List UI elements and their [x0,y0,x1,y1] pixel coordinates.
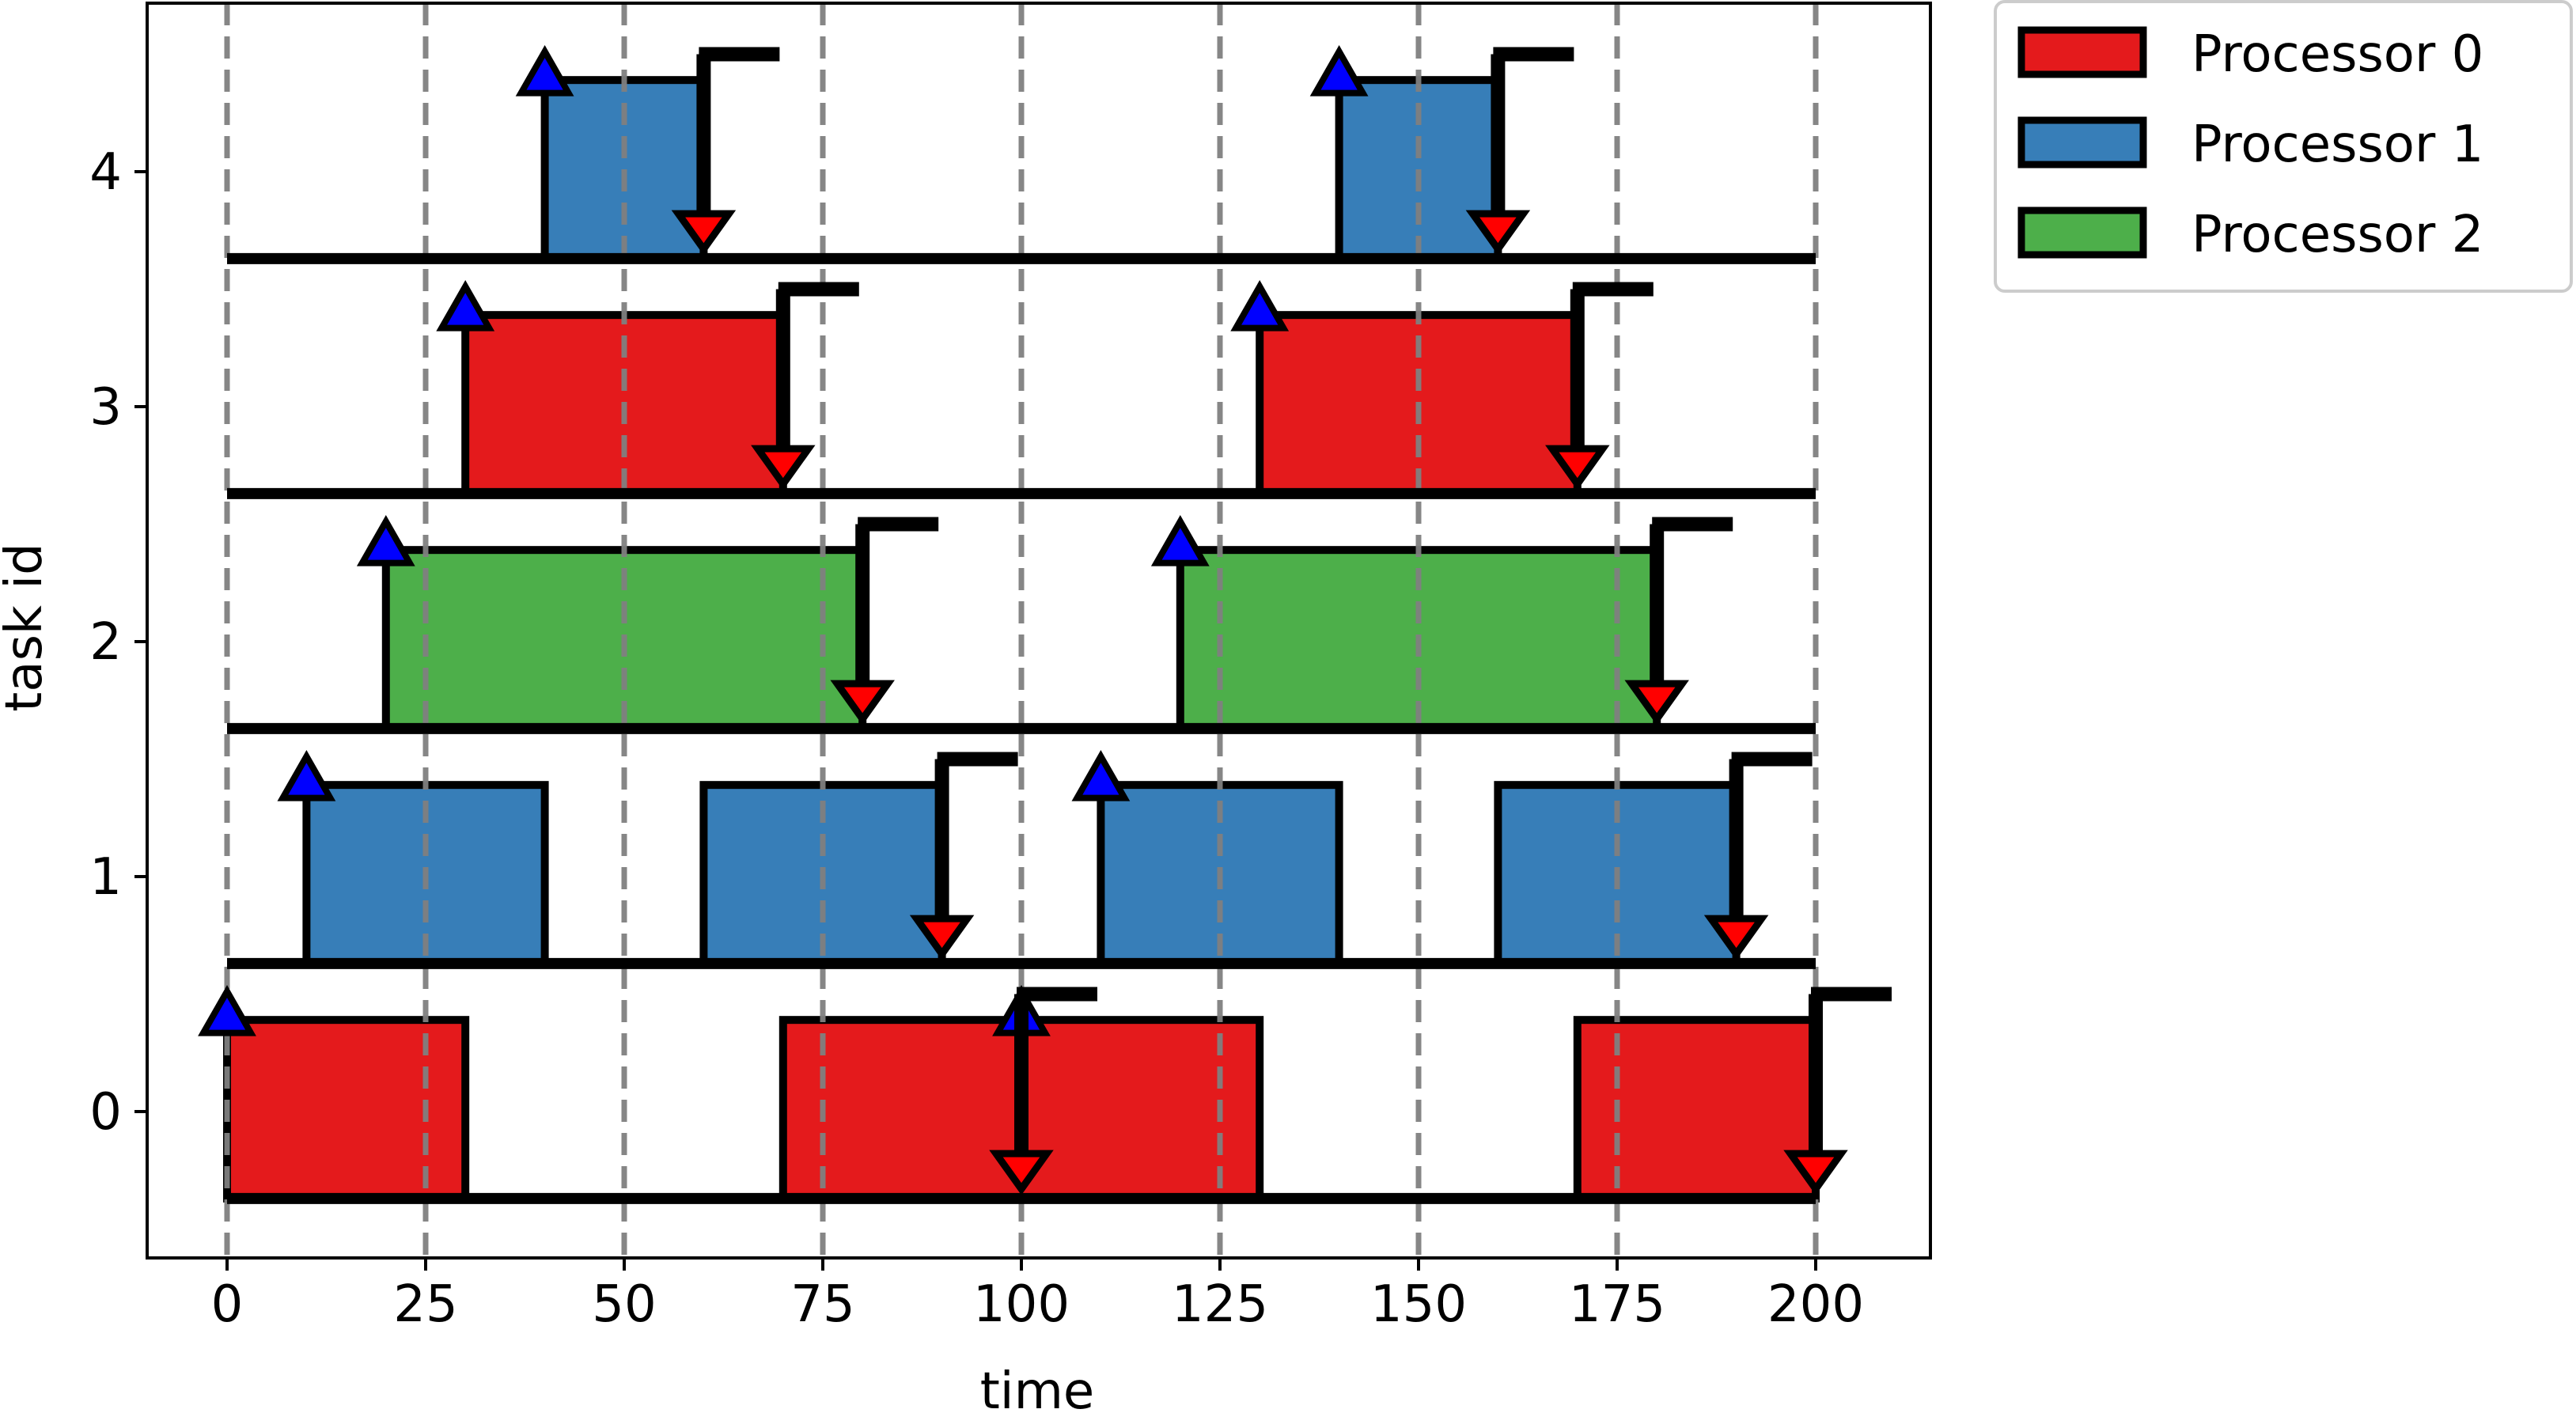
task-4-release-marker [1309,45,1369,97]
x-tick-label: 0 [211,1275,244,1334]
x-tick-label: 75 [790,1275,854,1334]
deadline-arrowhead [830,680,895,725]
x-tick-label: 50 [592,1275,656,1334]
x-tick-label: 175 [1569,1275,1665,1334]
x-tick-label: 200 [1767,1275,1864,1334]
legend-swatch [2017,206,2147,259]
y-tick-label: 2 [89,613,122,672]
task-2-deadline-marker [830,517,939,725]
y-axis-title: task id [0,543,54,711]
task-0-deadline-marker [1783,987,1892,1195]
task-1-release-marker [1071,750,1131,801]
y-tick-label: 4 [89,143,122,202]
legend-label: Processor 1 [2191,116,2483,174]
task-0-release-marker [198,985,256,1036]
task-1-deadline-marker [909,752,1018,960]
legend-swatch [2017,26,2147,78]
legend: Processor 0 Processor 1 Processor 2 [1994,0,2573,293]
task-0-deadline-marker [989,987,1097,1195]
axes-frame [146,2,1932,1260]
deadline-arrowhead [1624,680,1689,725]
x-axis-title: time [980,1362,1095,1413]
task-2-deadline-marker [1624,517,1733,725]
deadline-arrowhead [989,1150,1054,1195]
deadline-arrowhead [751,445,816,491]
deadline-arrowhead [671,210,737,256]
task-3-deadline-marker [751,282,859,491]
task-1-release-marker [277,750,336,801]
deadline-arrowhead [1465,210,1531,256]
x-tick-label: 100 [973,1275,1070,1334]
task-4-release-marker [515,45,574,97]
legend-label: Processor 0 [2191,25,2483,84]
deadline-arrowhead [1703,915,1769,960]
task-0-execution-bar [1573,1016,1820,1203]
legend-label: Processor 2 [2191,206,2483,264]
task-2-release-marker [1150,515,1210,566]
x-tick-label: 125 [1172,1275,1268,1334]
x-tick-label: 25 [393,1275,457,1334]
x-tick-label: 150 [1370,1275,1467,1334]
task-2-release-marker [356,515,415,566]
task-4-deadline-marker [1465,47,1574,256]
task-0-execution-bar [223,1016,470,1203]
y-tick-label: 3 [89,378,122,437]
deadline-arrowhead [909,915,975,960]
deadline-arrowhead [1783,1150,1848,1195]
y-tick-label: 0 [89,1083,122,1142]
deadline-arrowhead [1545,445,1610,491]
legend-swatch [2017,116,2147,169]
task-3-deadline-marker [1545,282,1654,491]
task-3-release-marker [436,280,495,331]
y-tick-label: 1 [89,848,122,907]
plot-area: 0 25 50 75 100 125 150 175 200 0 1 2 3 4 [89,2,1932,1334]
task-4-deadline-marker [671,47,780,256]
task-3-release-marker [1230,280,1290,331]
task-1-deadline-marker [1703,752,1813,960]
